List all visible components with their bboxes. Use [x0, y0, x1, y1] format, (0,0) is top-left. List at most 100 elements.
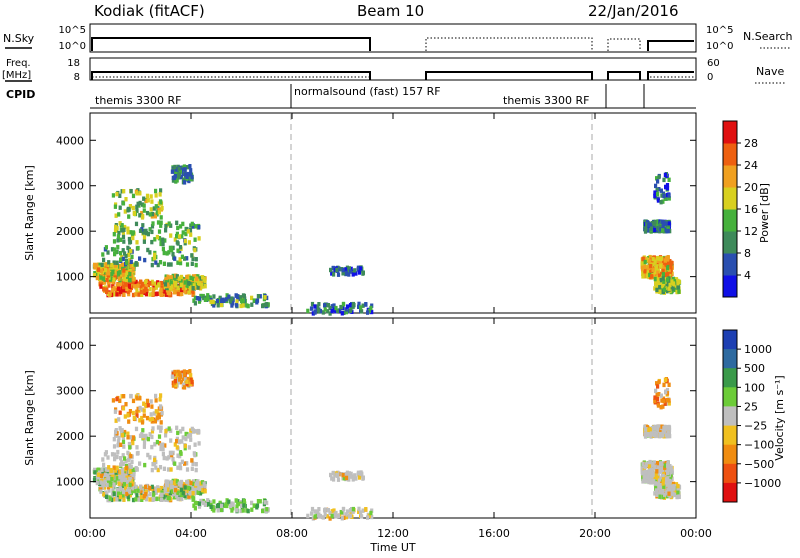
- velocity-cell: [135, 413, 139, 418]
- power-cell: [242, 298, 246, 303]
- power-cell: [142, 203, 146, 208]
- power-cell: [113, 263, 117, 268]
- velocity-cell: [123, 414, 127, 419]
- velocity-cell: [106, 467, 110, 473]
- power-cell: [667, 196, 671, 201]
- power-cell: [133, 283, 137, 289]
- velocity-cell: [673, 490, 677, 495]
- power-cell: [187, 240, 191, 245]
- power-cell: [118, 289, 122, 295]
- power-cell: [131, 292, 136, 298]
- power-cell: [203, 281, 207, 287]
- velocity-cell: [116, 488, 120, 493]
- velocity-cell: [175, 438, 179, 444]
- velocity-cell: [661, 433, 665, 438]
- power-cell: [102, 287, 106, 292]
- velocity-cell: [173, 487, 178, 493]
- velocity-cell: [230, 508, 234, 513]
- velocity-cell: [197, 501, 202, 506]
- power-cell: [172, 290, 176, 295]
- velocity-cell: [359, 510, 363, 515]
- velocity-cell: [655, 392, 659, 398]
- velocity-cell: [193, 500, 197, 506]
- velocity-cell: [177, 481, 181, 486]
- velocity-cell: [105, 492, 109, 497]
- power-cell: [661, 228, 665, 233]
- velocity-cell: [113, 468, 117, 473]
- power-cell: [323, 303, 327, 308]
- velocity-cell: [163, 443, 167, 448]
- velocity-cell: [183, 377, 188, 382]
- power-cell: [194, 262, 198, 268]
- power-cell: [193, 247, 197, 253]
- power-cell: [122, 268, 126, 273]
- velocity-cell: [146, 452, 150, 458]
- velocity-cell: [310, 506, 315, 512]
- power-cell: [116, 283, 120, 288]
- power-cell: [656, 179, 660, 184]
- power-cell: [126, 277, 130, 283]
- velocity-cell: [119, 470, 123, 475]
- power-cell: [127, 283, 132, 288]
- velocity-cell: [129, 453, 133, 459]
- velocity-cell: [185, 379, 189, 384]
- power-cell: [110, 272, 114, 277]
- velocity-cell: [664, 389, 668, 395]
- velocity-cell: [102, 462, 106, 468]
- velocity-cell: [664, 482, 668, 487]
- power-cell: [667, 280, 671, 285]
- velocity-cell: [190, 379, 194, 385]
- power-colorbar: 4 8 12 16 20 24 28: [722, 120, 758, 298]
- velocity-cell: [120, 491, 124, 496]
- power-cell: [155, 291, 159, 296]
- velocity-cell: [198, 486, 202, 491]
- power-cell: [180, 254, 184, 259]
- power-cell: [360, 309, 364, 314]
- power-cell: [643, 259, 647, 265]
- power-cell: [128, 271, 132, 277]
- velocity-cell: [121, 453, 125, 458]
- velocity-cell: [169, 480, 173, 485]
- power-cell: [669, 260, 673, 265]
- power-cell: [647, 222, 651, 227]
- velocity-cell: [369, 510, 373, 516]
- power-cell: [148, 227, 152, 232]
- velocity-cell: [140, 487, 144, 492]
- velocity-cell: [142, 408, 146, 413]
- velocity-cell: [96, 467, 100, 473]
- velocity-cell: [641, 479, 645, 484]
- power-cell: [146, 231, 150, 237]
- velocity-cell: [186, 488, 190, 493]
- velocity-cell: [148, 455, 152, 460]
- power-cell: [663, 287, 667, 292]
- power-colorbar-swatch: [723, 165, 737, 188]
- power-cell: [152, 256, 156, 261]
- velocity-cell: [651, 472, 655, 477]
- power-cell: [189, 232, 193, 237]
- power-cell: [348, 303, 353, 308]
- velocity-cell: [655, 381, 659, 386]
- power-cell: [127, 236, 131, 242]
- velocity-cell: [657, 478, 662, 483]
- velocity-cell: [321, 515, 325, 520]
- velocity-cell: [225, 498, 229, 503]
- velocity-cell: [98, 467, 102, 473]
- velocity-cell: [176, 380, 180, 385]
- velocity-cell: [179, 380, 183, 385]
- power-cell: [667, 286, 671, 291]
- power-cell: [645, 222, 649, 227]
- velocity-cell: [663, 492, 667, 497]
- power-cell: [662, 177, 666, 183]
- velocity-cell: [108, 496, 112, 501]
- power-cell: [661, 268, 665, 274]
- velocity-cell: [165, 456, 169, 461]
- power-cell: [139, 279, 143, 284]
- velocity-cell: [172, 495, 176, 500]
- velocity-cell: [677, 494, 681, 499]
- power-cell: [136, 201, 140, 207]
- velocity-cell: [113, 475, 117, 480]
- power-cell: [652, 222, 657, 227]
- power-cell: [310, 301, 315, 307]
- power-cell: [335, 267, 339, 273]
- power-cell: [354, 271, 358, 276]
